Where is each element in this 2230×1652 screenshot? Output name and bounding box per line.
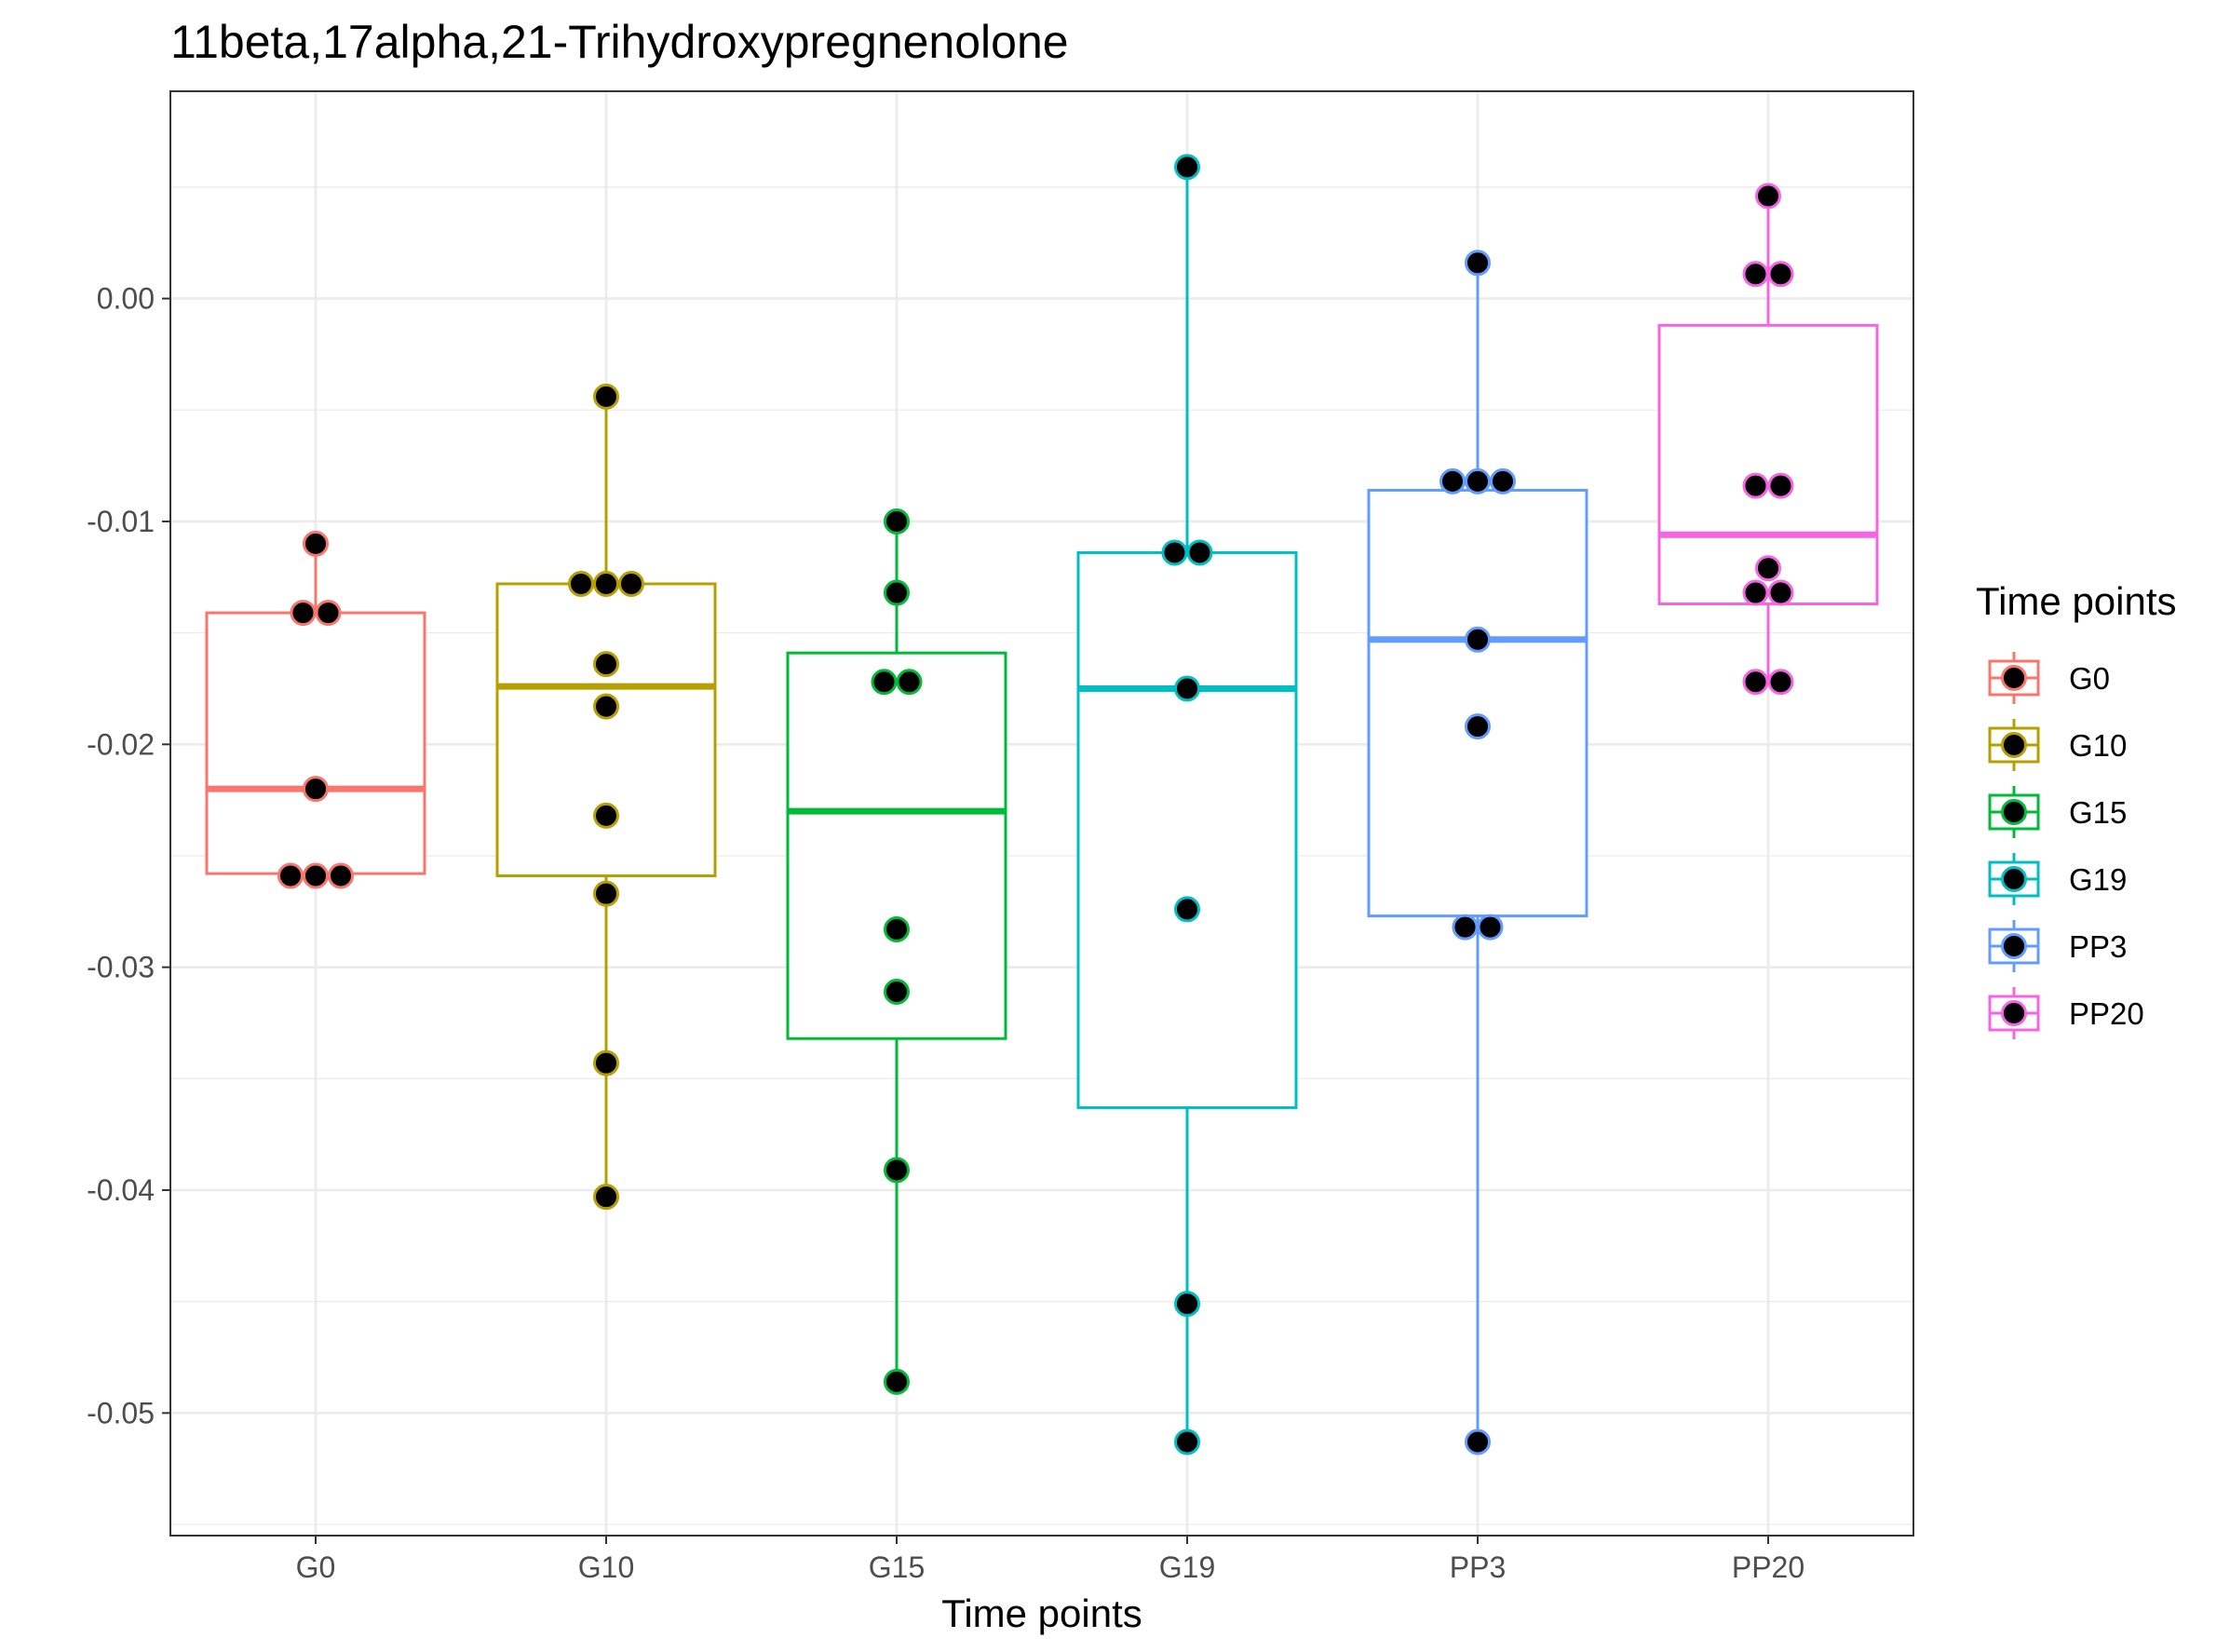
axis-layer: 0.00 -0.01 -0.02 -0.03 -0.04 -0.05 G0 G10 G15 G19… xyxy=(87,282,1804,1584)
data-point-g19 xyxy=(1174,896,1200,923)
data-point-g19 xyxy=(1174,1429,1200,1456)
data-point-pp20 xyxy=(1742,669,1769,696)
data-point-g15 xyxy=(884,579,910,606)
data-point-pp3 xyxy=(1465,713,1491,740)
box-iqr xyxy=(786,651,1007,1040)
data-point-pp20 xyxy=(1767,261,1794,288)
data-point-g0 xyxy=(277,862,304,889)
x-tick-label: G15 xyxy=(869,1550,925,1584)
data-point-g10 xyxy=(618,570,644,597)
data-point-g19 xyxy=(1186,539,1213,566)
data-point-g0 xyxy=(303,530,329,557)
chart-title: 11beta,17alpha,21-Trihydroxypregnenolone xyxy=(170,16,1069,68)
point-layer xyxy=(277,154,1794,1456)
legend-key-point xyxy=(2001,665,2027,691)
x-tick-label: G0 xyxy=(296,1550,336,1584)
data-point-g10 xyxy=(568,570,594,597)
legend-item-g19: G19 xyxy=(1988,853,2127,905)
data-point-pp3 xyxy=(1439,467,1466,494)
data-point-g15 xyxy=(884,1368,910,1395)
x-tick-label: PP20 xyxy=(1732,1550,1804,1584)
y-tick-label: -0.03 xyxy=(87,951,155,984)
x-axis-title: Time points xyxy=(941,1591,1142,1635)
data-point-pp20 xyxy=(1742,472,1769,499)
data-point-g10 xyxy=(593,880,619,907)
legend-label: G15 xyxy=(2069,795,2127,830)
legend-label: PP3 xyxy=(2069,929,2127,964)
legend-item-g0: G0 xyxy=(1988,652,2110,704)
data-point-g15 xyxy=(871,669,898,696)
data-point-pp20 xyxy=(1767,669,1794,696)
data-point-pp3 xyxy=(1452,914,1479,941)
y-tick-label: 0.00 xyxy=(97,282,155,316)
box-pp3 xyxy=(1367,263,1588,1442)
data-point-pp20 xyxy=(1767,579,1794,606)
y-tick-label: -0.01 xyxy=(87,505,155,538)
data-point-pp20 xyxy=(1742,579,1769,606)
box-iqr xyxy=(495,582,717,878)
box-g19 xyxy=(1076,167,1298,1442)
box-iqr xyxy=(1076,550,1298,1109)
data-point-g10 xyxy=(593,651,619,678)
data-point-pp20 xyxy=(1767,472,1794,499)
box-layer xyxy=(205,167,1879,1442)
legend-item-pp3: PP3 xyxy=(1988,920,2127,972)
x-tick-label: PP3 xyxy=(1450,1550,1506,1584)
data-point-g10 xyxy=(593,1049,619,1077)
data-point-g15 xyxy=(896,669,923,696)
data-point-pp20 xyxy=(1755,555,1781,582)
data-point-g0 xyxy=(290,600,317,627)
y-tick-label: -0.02 xyxy=(87,727,155,761)
data-point-pp20 xyxy=(1755,183,1781,210)
box-iqr xyxy=(205,611,426,875)
legend-key-point xyxy=(2001,1000,2027,1026)
data-point-g10 xyxy=(593,1184,619,1211)
data-point-g19 xyxy=(1174,675,1200,702)
data-point-g15 xyxy=(884,978,910,1005)
data-point-pp20 xyxy=(1742,261,1769,288)
data-point-g10 xyxy=(593,802,619,829)
data-point-pp3 xyxy=(1465,467,1491,494)
legend-label: G19 xyxy=(2069,862,2127,897)
data-point-g0 xyxy=(328,862,354,889)
data-point-g15 xyxy=(884,508,910,535)
data-point-pp3 xyxy=(1477,914,1504,941)
data-point-pp3 xyxy=(1490,467,1516,494)
legend-key-point xyxy=(2001,732,2027,758)
data-point-pp3 xyxy=(1465,250,1491,277)
box-g15 xyxy=(786,521,1007,1382)
legend-label: G10 xyxy=(2069,728,2127,763)
data-point-g19 xyxy=(1161,539,1188,566)
data-point-g10 xyxy=(593,383,619,410)
data-point-g0 xyxy=(303,862,329,889)
x-tick-label: G10 xyxy=(578,1550,634,1584)
legend-title: Time points xyxy=(1976,579,2177,623)
legend-item-g15: G15 xyxy=(1988,786,2127,838)
legend-key-point xyxy=(2001,866,2027,892)
data-point-g0 xyxy=(303,776,329,803)
legend-key-point xyxy=(2001,799,2027,825)
data-point-g19 xyxy=(1174,154,1200,181)
legend: Time points G0 G10 G15 G19 PP3 PP20 xyxy=(1976,579,2177,1039)
legend-label: PP20 xyxy=(2069,996,2144,1031)
data-point-g15 xyxy=(884,1157,910,1184)
data-point-g10 xyxy=(593,570,619,597)
x-tick-label: G19 xyxy=(1159,1550,1215,1584)
data-point-g19 xyxy=(1174,1291,1200,1318)
y-tick-label: -0.04 xyxy=(87,1173,155,1207)
data-point-pp3 xyxy=(1465,1429,1491,1456)
data-point-g10 xyxy=(593,693,619,720)
legend-key-point xyxy=(2001,933,2027,959)
y-tick-label: -0.05 xyxy=(87,1396,155,1429)
plot-panel-border xyxy=(169,90,1914,1537)
data-point-g0 xyxy=(315,600,342,627)
legend-item-pp20: PP20 xyxy=(1988,987,2144,1039)
box-iqr xyxy=(1367,488,1588,918)
legend-label: G0 xyxy=(2069,661,2110,696)
legend-item-g10: G10 xyxy=(1988,719,2127,771)
data-point-pp3 xyxy=(1465,626,1491,653)
data-point-g15 xyxy=(884,915,910,942)
